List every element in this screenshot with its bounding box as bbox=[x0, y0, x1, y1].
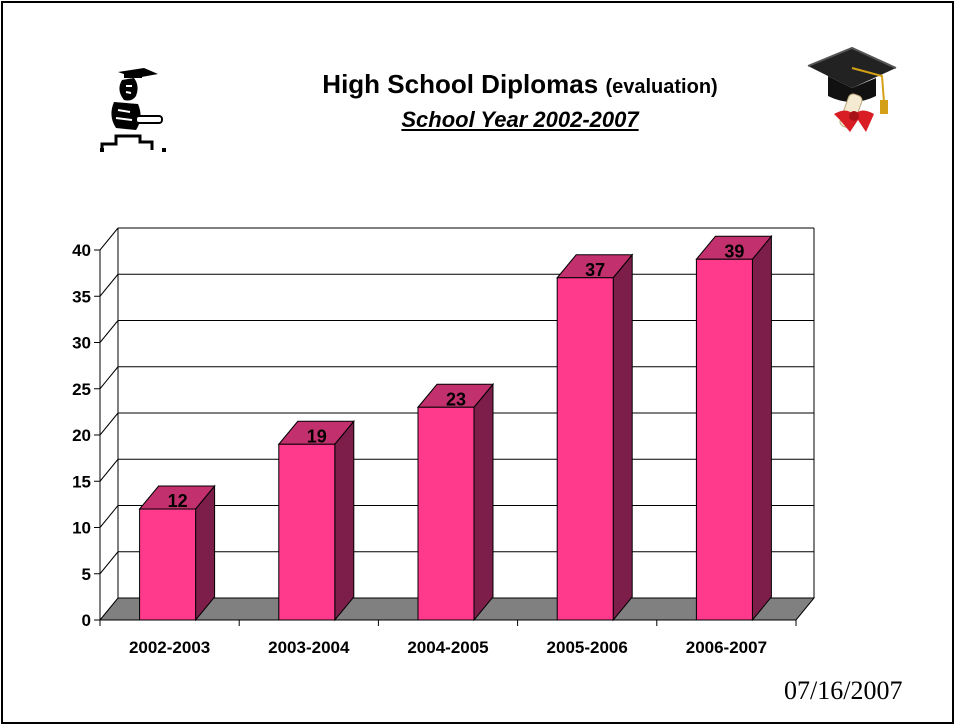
bar bbox=[139, 508, 197, 621]
slide-date: 07/16/2007 bbox=[784, 676, 903, 705]
y-tick-label: 40 bbox=[72, 241, 91, 260]
gridline-side bbox=[99, 412, 119, 436]
x-tick-label: 2004-2005 bbox=[407, 638, 488, 657]
title-suffix: (evaluation) bbox=[605, 76, 718, 98]
x-tick-label: 2002-2003 bbox=[129, 638, 210, 657]
y-tick-label: 0 bbox=[82, 611, 91, 630]
x-tick-label: 2006-2007 bbox=[686, 638, 767, 657]
gridline-side bbox=[99, 366, 119, 390]
x-tick-label: 2003-2004 bbox=[268, 638, 350, 657]
bar-side bbox=[751, 234, 772, 622]
bar bbox=[695, 258, 753, 621]
gridline-side bbox=[99, 227, 119, 251]
gridline-side bbox=[99, 273, 119, 297]
bar-side bbox=[473, 382, 494, 622]
slide-subtitle: School Year 2002-2007 bbox=[401, 107, 639, 132]
y-tick-label: 15 bbox=[72, 472, 91, 491]
bar bbox=[278, 443, 336, 621]
x-tick-label: 2005-2006 bbox=[547, 638, 628, 657]
bar bbox=[556, 277, 614, 621]
y-tick-label: 20 bbox=[72, 426, 91, 445]
data-label: 19 bbox=[307, 426, 327, 446]
gridline-side bbox=[99, 551, 119, 575]
graduation-cap-diploma-icon bbox=[804, 36, 900, 141]
gridline-side bbox=[99, 320, 119, 343]
data-label: 23 bbox=[446, 389, 466, 409]
y-tick-label: 25 bbox=[72, 380, 91, 399]
gridline-side bbox=[99, 458, 119, 482]
y-tick-label: 30 bbox=[72, 334, 91, 353]
bar bbox=[417, 406, 475, 621]
slide-title: High School Diplomas (evaluation) bbox=[240, 68, 800, 103]
bar-side bbox=[334, 419, 355, 622]
y-tick-label: 5 bbox=[82, 565, 91, 584]
title-text: High School Diplomas bbox=[322, 69, 599, 99]
y-tick-label: 35 bbox=[72, 287, 91, 306]
bar-side bbox=[612, 253, 633, 622]
data-label: 39 bbox=[724, 241, 744, 261]
data-label: 37 bbox=[585, 260, 605, 280]
y-tick-label: 10 bbox=[72, 519, 91, 538]
gridline-side bbox=[99, 505, 119, 528]
title-block: High School Diplomas (evaluation) School… bbox=[240, 68, 800, 133]
student-clipart-icon bbox=[96, 66, 172, 157]
data-label: 12 bbox=[168, 491, 188, 511]
